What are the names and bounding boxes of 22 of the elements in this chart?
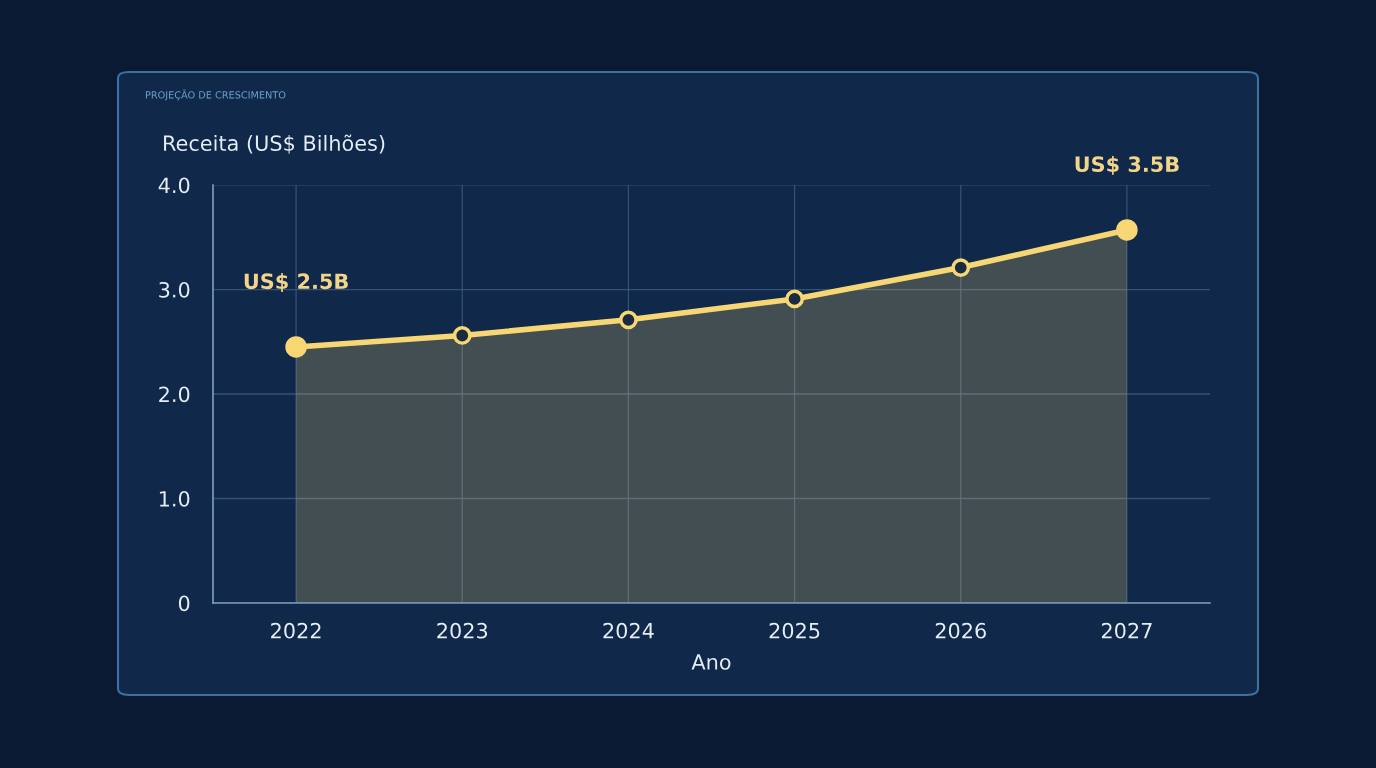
x-tick-label: 2026 [935, 622, 986, 639]
x-tick-label: 2022 [271, 622, 321, 639]
point [1116, 219, 1138, 241]
x-axis-title: Ano [691, 654, 731, 670]
point [452, 326, 472, 345]
y-axis-title: Receita (US$ Bilhões) [164, 134, 385, 154]
x-tick-label: 2024 [603, 622, 654, 639]
point [285, 336, 307, 358]
point [951, 258, 971, 277]
point [785, 289, 804, 309]
annotation: US$ 3.5B [1075, 155, 1179, 175]
point [619, 310, 638, 330]
y-tick-label: 2.0 [159, 386, 190, 403]
y-tick-label: 3.0 [159, 281, 190, 298]
y-tick-label: 4.0 [158, 177, 190, 194]
x-tick-label: 2023 [437, 622, 488, 639]
chart-title: PROJEÇÃO DE CRESCIMENTO [145, 89, 286, 101]
x-tick-label: 2025 [769, 622, 820, 639]
y-tick-label: 1.0 [159, 490, 190, 507]
x-tick-label: 2027 [1101, 622, 1152, 639]
annotation: US$ 2.5B [244, 273, 348, 292]
y-tick-label: 0 [178, 595, 190, 612]
